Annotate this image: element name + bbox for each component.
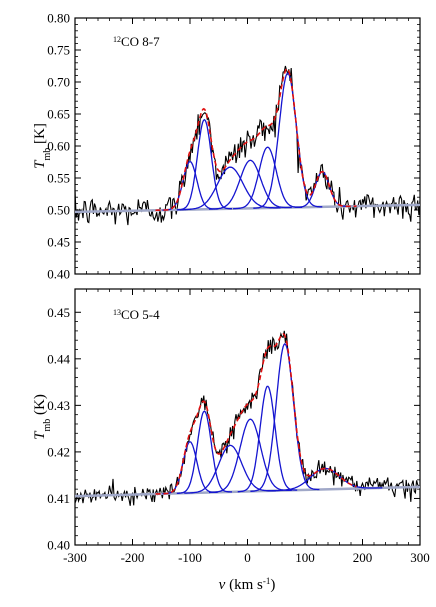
y-label-main: T (32, 430, 48, 440)
annotation-text: CO 8-7 (121, 34, 160, 49)
gaussian-component-2 (176, 118, 232, 211)
y-tick-label: 0.65 (47, 107, 70, 122)
panel-13co: 0.40 0.41 0.42 0.43 0.44 0.45 -300 -200 -100 0 10… (32, 288, 430, 593)
gaussian-component-5 (233, 146, 303, 210)
y-tick-label: 0.42 (47, 444, 70, 459)
baseline-fit-line (74, 485, 421, 498)
gaussian-component-3 (179, 166, 281, 211)
annotation-sup: 12 (113, 35, 121, 44)
gaussian-component-4 (209, 418, 292, 494)
x-tick-label: 300 (410, 550, 430, 565)
x-tick-label: -200 (121, 550, 145, 565)
total-fit-line (155, 68, 357, 212)
y-tick-label: 0.75 (47, 43, 70, 58)
y-label-sub: mb (42, 419, 53, 432)
gaussian-component-5 (237, 385, 298, 493)
series-group (74, 330, 421, 506)
y-label-sub: mb (42, 148, 53, 161)
y-tick-label: 0.60 (47, 139, 70, 154)
total-fit-line (155, 333, 357, 495)
gaussian-component-4 (208, 159, 292, 210)
y-axis-label: Tmb [K] (32, 123, 53, 169)
baseline-fit-line (74, 203, 421, 214)
observed-spectrum-line (74, 330, 421, 506)
annotation-text: CO 5-4 (121, 307, 160, 322)
y-tick-label: 0.44 (47, 351, 70, 366)
y-tick-labels: 0.40 0.45 0.50 0.55 0.60 0.65 0.70 0.75 0.80 (47, 11, 70, 282)
y-tick-label: 0.43 (47, 398, 70, 413)
plot-frame (74, 288, 421, 546)
series-group (74, 65, 421, 226)
line-annotation: 12CO 8-7 (113, 34, 160, 49)
y-tick-label: 0.40 (47, 267, 70, 282)
x-tick-label: -300 (63, 550, 87, 565)
line-annotation: 13CO 5-4 (113, 307, 160, 322)
x-axis-label: v (km s-1) (219, 576, 276, 593)
ticks (74, 289, 421, 546)
x-tick-label: -100 (178, 550, 202, 565)
y-tick-labels: 0.40 0.41 0.42 0.43 0.44 0.45 (47, 305, 70, 553)
y-tick-label: 0.45 (47, 305, 70, 320)
y-label-main: T (32, 159, 48, 169)
gaussian-component-6 (250, 342, 320, 492)
y-tick-label: 0.50 (47, 203, 70, 218)
y-axis-label: Tmb (K) (32, 394, 53, 440)
x-tick-label: 0 (244, 550, 251, 565)
x-tick-labels: -300 -200 -100 0 100 200 300 (63, 550, 430, 565)
y-tick-label: 0.41 (47, 491, 70, 506)
y-tick-label: 0.55 (47, 171, 70, 186)
y-tick-label: 0.45 (47, 235, 70, 250)
gaussian-component-3 (184, 444, 276, 494)
plot-frame (74, 17, 421, 275)
panel-12co: 0.40 0.45 0.50 0.55 0.60 0.65 0.70 0.75 0.80 12C… (32, 11, 421, 282)
x-label-unit: (km s (225, 577, 263, 593)
x-tick-label: 200 (353, 550, 373, 565)
y-label-unit: [K] (32, 123, 48, 148)
y-label-unit: (K) (32, 394, 48, 419)
gaussian-component-6 (253, 72, 323, 209)
annotation-sup: 13 (113, 308, 121, 317)
x-label-sup: -1 (263, 576, 271, 586)
y-tick-label: 0.40 (47, 538, 70, 553)
y-tick-label: 0.80 (47, 11, 70, 26)
ticks (74, 17, 421, 275)
observed-spectrum-line (74, 65, 421, 226)
x-label-close: ) (270, 577, 275, 593)
x-label-main: v (219, 577, 226, 593)
y-tick-label: 0.70 (47, 75, 70, 90)
x-tick-label: 100 (295, 550, 315, 565)
